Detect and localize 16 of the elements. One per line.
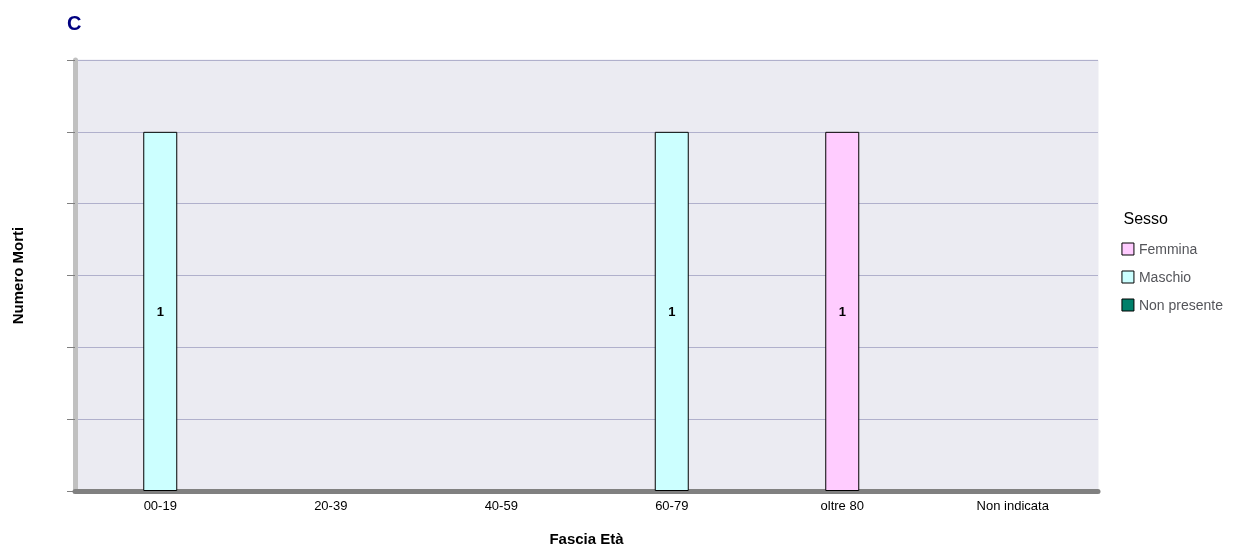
x-tick-label: 20-39 <box>314 498 348 513</box>
data-label: 1 <box>156 303 164 319</box>
x-tick-label: 40-59 <box>484 498 518 513</box>
x-tick-label: 60-79 <box>655 498 689 513</box>
x-axis-title: Fascia Età <box>549 530 625 547</box>
chart-title: C <box>67 12 82 34</box>
x-tick-label: oltre 80 <box>820 498 864 513</box>
data-label: 1 <box>838 303 846 319</box>
data-label: 1 <box>668 303 676 319</box>
legend-label: Non presente <box>1138 297 1224 313</box>
x-tick-label: Non indicata <box>976 498 1050 513</box>
legend-title: Sesso <box>1123 209 1169 227</box>
legend-label: Maschio <box>1138 269 1192 285</box>
x-tick-label: 00-19 <box>143 498 177 513</box>
y-axis-title: Numero Morti <box>9 226 26 325</box>
legend-label: Femmina <box>1138 241 1198 257</box>
